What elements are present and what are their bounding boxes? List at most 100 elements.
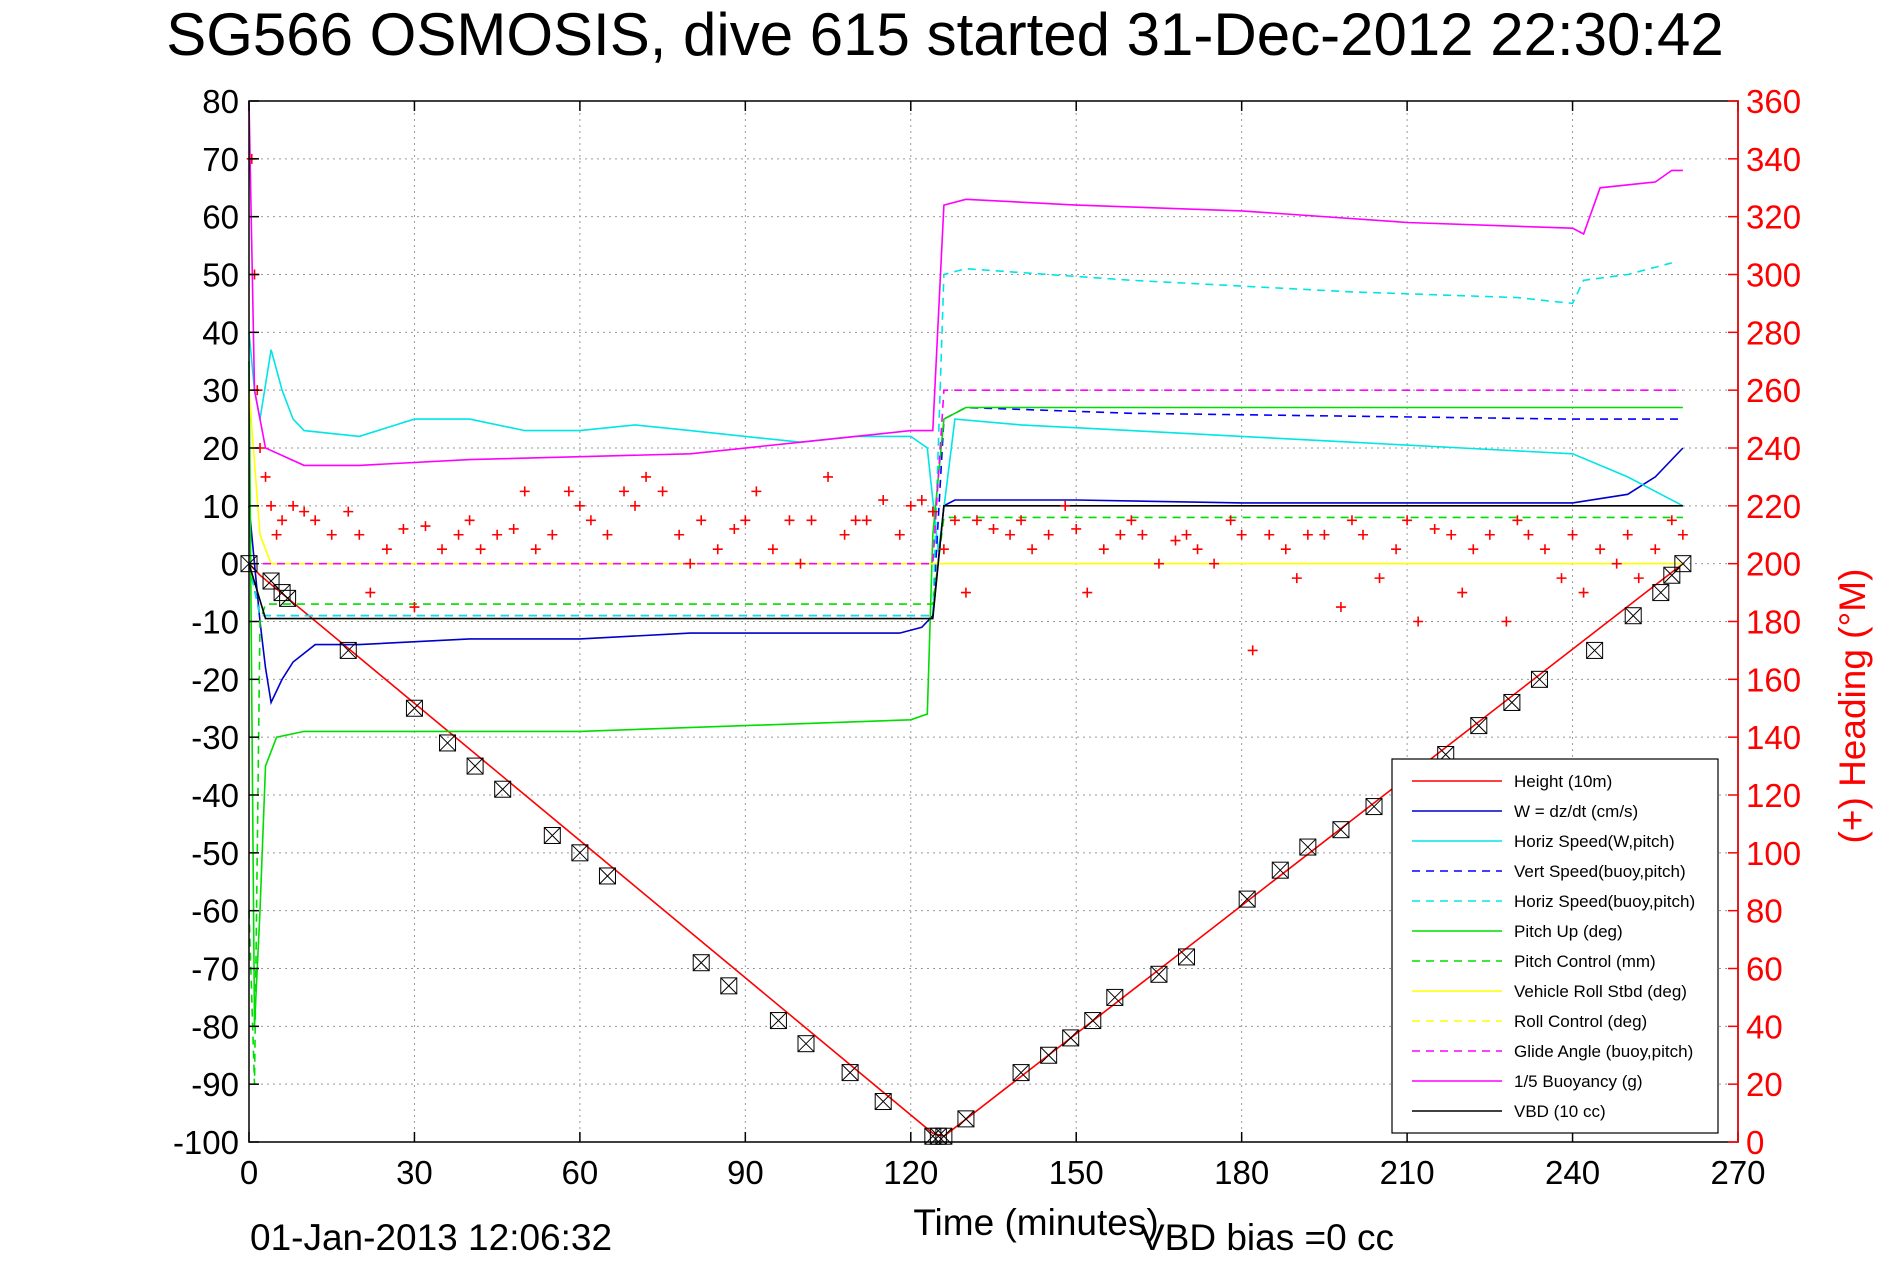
waypoint-cross	[1586, 642, 1603, 659]
heading-point	[1429, 523, 1440, 534]
heading-point	[1595, 544, 1606, 555]
waypoint-cross	[797, 1035, 815, 1053]
legend-label: 1/5 Buoyancy (g)	[1514, 1072, 1643, 1091]
waypoint-markers	[240, 555, 1692, 1145]
heading-point	[1115, 529, 1126, 540]
heading-point	[1501, 616, 1512, 627]
legend-label: Pitch Up (deg)	[1514, 922, 1623, 941]
heading-point	[1567, 529, 1578, 540]
x-tick-label: 150	[1049, 1154, 1104, 1191]
waypoint-cross	[599, 867, 616, 885]
heading-point	[354, 529, 365, 540]
heading-point	[1247, 645, 1258, 656]
right-tick-label: 260	[1746, 372, 1801, 409]
heading-point	[806, 515, 817, 526]
heading-point	[260, 471, 271, 482]
heading-point	[1556, 573, 1567, 584]
waypoint-box	[797, 1035, 815, 1053]
waypoint-cross	[1012, 1064, 1030, 1081]
heading-point	[1633, 573, 1644, 584]
waypoint-marker	[405, 699, 423, 717]
right-tick-label: 320	[1746, 199, 1801, 236]
series-line-3	[248, 332, 1684, 553]
waypoint-marker	[769, 1012, 787, 1030]
waypoint-marker	[1624, 607, 1642, 625]
waypoint-marker	[1040, 1046, 1058, 1064]
heading-point	[850, 515, 861, 526]
legend-label: Roll Control (deg)	[1514, 1012, 1647, 1031]
y-tick-label: -10	[191, 604, 239, 641]
heading-point	[1192, 544, 1203, 555]
waypoint-box	[935, 1127, 953, 1145]
heading-point	[409, 602, 420, 613]
waypoint-box	[1530, 670, 1548, 688]
waypoint-marker	[543, 826, 561, 844]
heading-point	[1209, 558, 1220, 569]
y-tick-label: -100	[173, 1124, 239, 1161]
heading-point	[795, 558, 806, 569]
heading-point	[674, 529, 685, 540]
right-tick-label: 300	[1746, 257, 1801, 294]
heading-point	[1137, 529, 1148, 540]
waypoint-marker	[571, 844, 589, 862]
waypoint-marker	[1674, 555, 1692, 573]
right-tick-label: 0	[1746, 1124, 1764, 1161]
y-tick-label: -80	[191, 1008, 239, 1045]
heading-point	[530, 544, 541, 555]
heading-point	[1291, 573, 1302, 584]
heading-point	[839, 529, 850, 540]
heading-point	[343, 506, 354, 517]
heading-point	[619, 486, 630, 497]
waypoint-box	[405, 699, 423, 717]
waypoint-marker	[339, 641, 357, 659]
heading-point	[938, 544, 949, 555]
heading-point	[1280, 544, 1291, 555]
heading-point	[1236, 529, 1247, 540]
waypoint-marker	[957, 1110, 975, 1128]
waypoint-box	[1652, 584, 1670, 602]
waypoint-cross	[1624, 607, 1642, 625]
heading-point	[1170, 535, 1181, 546]
waypoint-marker	[439, 734, 457, 752]
waypoint-marker	[1238, 890, 1256, 908]
waypoint-cross	[874, 1093, 892, 1110]
heading-point	[1319, 529, 1330, 540]
waypoint-cross	[1062, 1029, 1080, 1047]
waypoint-box	[841, 1064, 859, 1082]
waypoint-marker	[1332, 821, 1350, 839]
heading-point	[1082, 587, 1093, 598]
waypoint-box	[769, 1012, 787, 1030]
y-tick-label: 80	[202, 83, 239, 120]
heading-point	[1181, 529, 1192, 540]
waypoint-marker	[1178, 948, 1196, 966]
heading-point	[657, 486, 668, 497]
heading-point	[1512, 515, 1523, 526]
heading-point	[288, 500, 299, 511]
heading-point	[1666, 515, 1677, 526]
waypoint-cross	[1040, 1046, 1058, 1064]
waypoint-cross	[494, 780, 512, 798]
right-tick-label: 20	[1746, 1066, 1783, 1103]
heading-point	[949, 515, 960, 526]
heading-point	[1413, 616, 1424, 627]
heading-point	[740, 515, 751, 526]
waypoint-cross	[692, 954, 710, 972]
waypoint-box	[1106, 988, 1124, 1006]
waypoint-cross	[439, 734, 456, 752]
heading-point	[1391, 544, 1402, 555]
x-tick-label: 90	[727, 1154, 764, 1191]
heading-point	[585, 515, 596, 526]
waypoint-cross	[720, 977, 738, 995]
waypoint-box	[1271, 861, 1289, 879]
waypoint-cross	[466, 757, 484, 775]
heading-point	[685, 558, 696, 569]
legend-label: Vert Speed(buoy,pitch)	[1514, 862, 1686, 881]
waypoint-cross	[1531, 670, 1548, 688]
x-tick-label: 120	[883, 1154, 938, 1191]
y-tick-label: -50	[191, 835, 239, 872]
waypoint-marker	[1530, 670, 1548, 688]
waypoint-cross	[279, 590, 296, 607]
heading-point	[861, 515, 872, 526]
waypoint-marker	[466, 757, 484, 775]
